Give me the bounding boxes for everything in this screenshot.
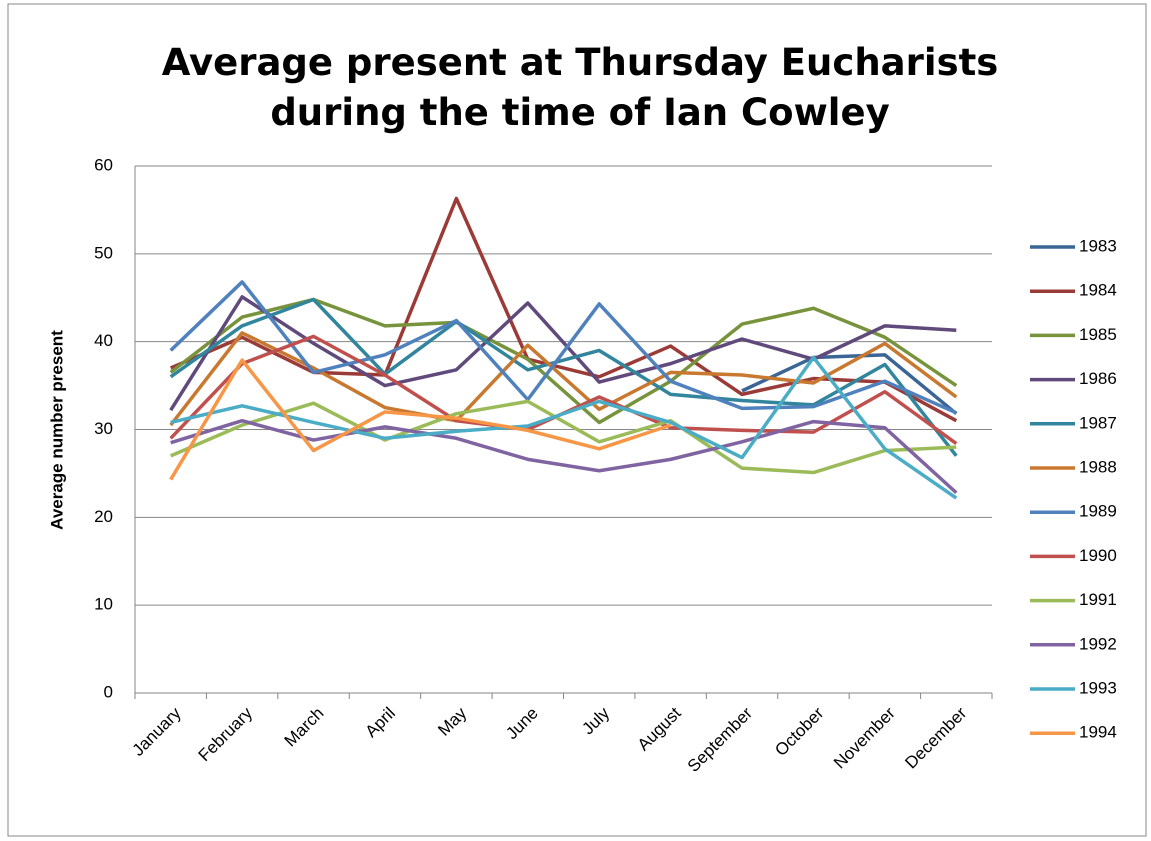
series-line	[169, 358, 672, 481]
y-tick-label: 40	[94, 331, 113, 350]
x-tick-label: March	[281, 704, 328, 751]
x-tick-label: November	[830, 703, 899, 772]
legend-label: 1990	[1079, 546, 1117, 565]
legend-label: 1983	[1079, 236, 1117, 255]
y-tick-label: 0	[104, 682, 113, 701]
series-line	[741, 353, 958, 416]
series-line	[170, 418, 958, 495]
legend-label: 1991	[1079, 590, 1117, 609]
series-line	[169, 280, 958, 415]
chart-border	[7, 3, 1147, 837]
chart-title: Average present at Thursday Eucharists d…	[161, 41, 999, 134]
legend-label: 1988	[1079, 457, 1117, 476]
legend-label: 1986	[1079, 369, 1117, 388]
x-tick-label: January	[129, 703, 186, 760]
x-tick-label: May	[434, 703, 470, 739]
series-line	[170, 196, 958, 423]
x-tick-label: September	[684, 703, 756, 775]
x-tick-label: December	[901, 703, 970, 772]
y-tick-label: 60	[94, 155, 113, 174]
x-tick-label: February	[195, 703, 257, 765]
x-tick-label: August	[634, 703, 685, 754]
y-tick-label: 50	[94, 243, 113, 262]
legend-label: 1993	[1079, 678, 1117, 697]
x-tick-label: July	[578, 703, 613, 738]
series-line	[169, 331, 958, 427]
legend-label: 1985	[1079, 325, 1117, 344]
series-line	[170, 355, 958, 500]
legend-label: 1989	[1079, 502, 1117, 521]
series-line	[170, 399, 957, 475]
legend-label: 1994	[1079, 723, 1117, 742]
y-axis-label: Average number present	[47, 330, 66, 530]
y-tick-label: 10	[94, 595, 113, 614]
series-line	[169, 295, 957, 412]
legend-label: 1987	[1079, 413, 1117, 432]
legend-label: 1992	[1079, 634, 1117, 653]
x-tick-label: October	[771, 703, 827, 759]
legend-label: 1984	[1079, 281, 1117, 300]
y-tick-label: 20	[94, 507, 113, 526]
x-tick-label: April	[361, 704, 398, 741]
x-tick-label: June	[502, 704, 542, 744]
y-tick-label: 30	[94, 419, 113, 438]
series-line	[169, 297, 958, 457]
